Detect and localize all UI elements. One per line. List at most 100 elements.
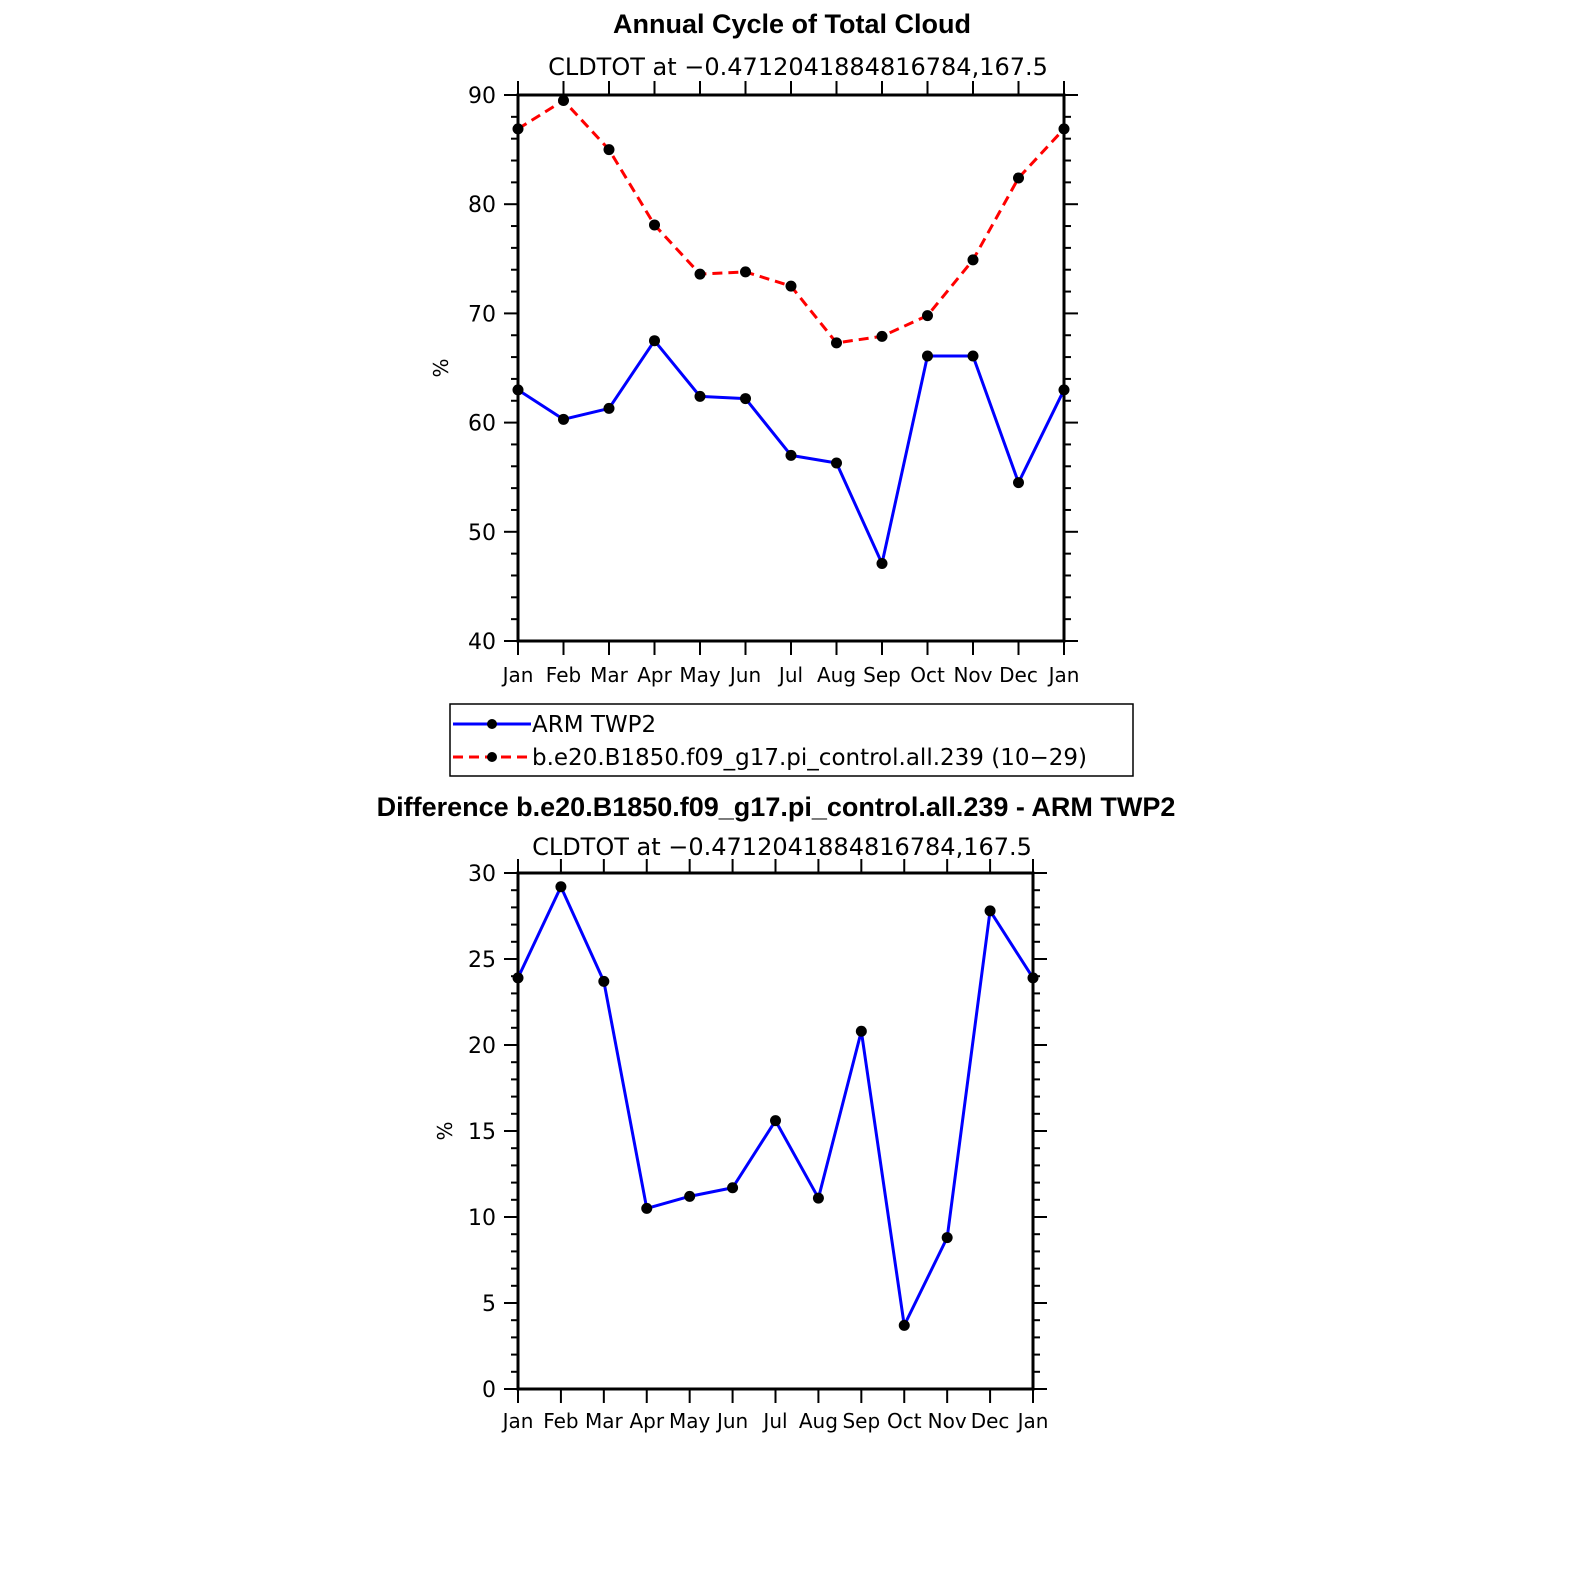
top-chart-series-1-point: [1013, 172, 1024, 184]
top-chart-x-tick-label: Aug: [817, 663, 856, 687]
bottom-chart-x-tick-label: Aug: [799, 1409, 838, 1433]
bottom-chart: Difference b.e20.B1850.f09_g17.pi_contro…: [377, 792, 1176, 1433]
top-chart-series-1-point: [1058, 123, 1070, 135]
top-chart-series-0-point: [1058, 384, 1070, 396]
bottom-chart-y-axis-label: %: [433, 1121, 457, 1140]
top-chart-series-0-point: [694, 390, 706, 402]
bottom-chart-x-tick-label: Jan: [1016, 1409, 1049, 1433]
top-chart-x-tick-label: Jul: [777, 663, 803, 687]
bottom-chart-series-line-0: [516, 885, 1035, 1327]
legend-box: [449, 703, 1134, 777]
legend-label-arm: ARM TWP2: [532, 712, 656, 738]
top-chart-series-0-point: [603, 402, 615, 414]
top-chart-x-tick-label: Nov: [953, 663, 992, 687]
bottom-chart-y-tick-label: 10: [468, 1206, 496, 1231]
bottom-chart-y-tick-label: 25: [468, 948, 496, 973]
bottom-chart-x-tick-label: Nov: [928, 1409, 967, 1433]
bottom-chart-x-tick-label: Mar: [585, 1409, 624, 1433]
top-chart-x-tick-label: Feb: [546, 663, 581, 687]
top-chart-series-line-1: [517, 98, 1066, 345]
top-chart-y-tick-label: 80: [468, 193, 496, 218]
top-chart-series-0-point: [831, 457, 842, 469]
bottom-chart-series-0-point: [984, 905, 996, 917]
top-chart-axes: 40 50 60 70 80 90 Jan Feb Mar Apr May Jun Jul Aug Sep O…: [468, 81, 1079, 687]
top-chart-y-tick-label: 40: [468, 630, 496, 655]
top-chart-series-1-point: [694, 268, 706, 280]
top-chart-series-0-point: [649, 335, 660, 347]
bottom-chart-x-tick-label: Sep: [842, 1409, 880, 1433]
legend-label-model: b.e20.B1850.f09_g17.pi_control.all.239 (…: [532, 745, 1087, 771]
bottom-chart-y-tick-label: 0: [482, 1378, 496, 1403]
top-chart-y-tick-label: 90: [468, 84, 496, 109]
bottom-chart-series-0-point: [855, 1025, 867, 1037]
top-chart-x-tick-label: Mar: [590, 663, 629, 687]
bottom-chart-x-tick-label: Apr: [629, 1409, 664, 1433]
bottom-chart-series-0-point: [555, 881, 567, 893]
legend-marker-arm: [487, 719, 497, 729]
bottom-chart-series-0-point: [1027, 972, 1039, 984]
top-chart-series-0-point: [740, 393, 751, 405]
bottom-chart-y-tick-label: 5: [482, 1292, 496, 1317]
top-chart-series-0-point: [967, 350, 979, 362]
top-chart-title: Annual Cycle of Total Cloud: [613, 9, 971, 39]
bottom-chart-series-0-point: [812, 1192, 824, 1204]
bottom-chart-x-tick-label: Jul: [761, 1409, 787, 1433]
top-chart-series-1-point: [649, 219, 660, 231]
top-chart-y-tick-label: 60: [468, 412, 496, 437]
bottom-chart-series-0-point: [598, 975, 610, 987]
bottom-chart-x-tick-label: Jun: [715, 1409, 748, 1433]
top-chart-series: [512, 94, 1070, 569]
top-chart-x-tick-label: Jan: [1047, 663, 1080, 687]
bottom-chart-series-0-point: [727, 1182, 739, 1194]
top-chart: Annual Cycle of Total Cloud CLDTOT at −0…: [429, 9, 1079, 687]
bottom-chart-x-tick-label: Oct: [887, 1409, 922, 1433]
top-chart-series-1-point: [967, 254, 979, 266]
top-chart-y-tick-label: 70: [468, 302, 496, 327]
bottom-chart-series-0-point: [941, 1232, 953, 1244]
top-chart-frame: [516, 93, 1066, 643]
bottom-chart-y-tick-label: 30: [468, 862, 496, 887]
top-chart-series-0-point: [922, 350, 933, 362]
top-chart-subtitle: CLDTOT at −0.4712041884816784,167.5: [548, 53, 1048, 81]
top-chart-series-1-point: [831, 337, 842, 349]
top-chart-series-0-point: [1013, 477, 1024, 489]
top-chart-series-1-point: [603, 144, 615, 156]
top-chart-x-tick-label: Oct: [910, 663, 945, 687]
bottom-chart-series-0-point: [770, 1115, 781, 1127]
top-chart-x-tick-label: Apr: [637, 663, 672, 687]
top-chart-x-tick-label: Sep: [863, 663, 901, 687]
top-chart-series-0-point: [876, 557, 888, 569]
top-chart-series-1-point: [785, 280, 797, 292]
bottom-chart-title: Difference b.e20.B1850.f09_g17.pi_contro…: [377, 792, 1176, 822]
bottom-chart-subtitle: CLDTOT at −0.4712041884816784,167.5: [532, 833, 1032, 861]
bottom-chart-series: [512, 881, 1039, 1331]
bottom-chart-series-0-point: [641, 1202, 653, 1214]
bottom-chart-frame: [516, 871, 1035, 1391]
bottom-chart-axes: 0 5 10 15 20 25 30 Jan Feb Mar Apr May Jun Jul Aug Sep O…: [468, 859, 1048, 1433]
top-chart-series-1-point: [512, 123, 524, 135]
top-chart-x-tick-label: May: [679, 663, 721, 687]
bottom-chart-y-tick-label: 15: [468, 1120, 496, 1145]
top-chart-x-tick-label: Jan: [501, 663, 534, 687]
top-chart-series-1-point: [876, 330, 888, 342]
top-chart-x-tick-label: Jun: [728, 663, 761, 687]
bottom-chart-x-tick-label: Dec: [971, 1409, 1010, 1433]
top-chart-series-0-point: [512, 384, 524, 396]
legend: ARM TWP2 b.e20.B1850.f09_g17.pi_control.…: [449, 703, 1134, 777]
bottom-chart-x-tick-label: May: [669, 1409, 711, 1433]
top-chart-x-tick-label: Dec: [999, 663, 1038, 687]
top-chart-series-0-point: [785, 449, 797, 461]
top-chart-y-tick-label: 50: [468, 521, 496, 546]
bottom-chart-series-0-point: [898, 1319, 910, 1331]
bottom-chart-x-tick-label: Jan: [501, 1409, 534, 1433]
top-chart-series-0-point: [558, 413, 569, 425]
bottom-chart-y-tick-label: 20: [468, 1034, 496, 1059]
top-chart-y-axis-label: %: [429, 358, 453, 377]
bottom-chart-x-tick-label: Feb: [543, 1409, 578, 1433]
top-chart-series-1-point: [922, 310, 933, 322]
bottom-chart-series-0-point: [512, 972, 524, 984]
top-chart-series-1-point: [558, 94, 569, 106]
top-chart-series-1-point: [740, 266, 751, 278]
legend-marker-model: [487, 752, 497, 762]
